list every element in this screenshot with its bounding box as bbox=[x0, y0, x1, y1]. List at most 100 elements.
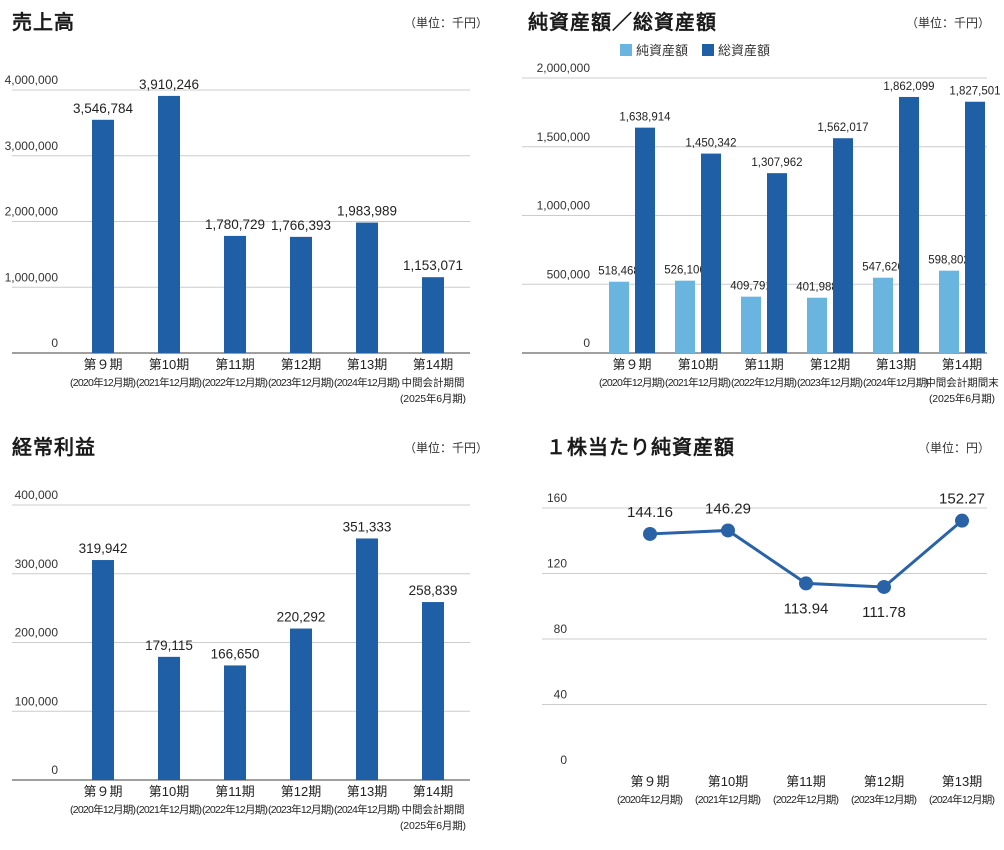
y-tick-label: 100,000 bbox=[15, 694, 59, 708]
total-assets-bar bbox=[965, 101, 985, 353]
y-tick-label: 120 bbox=[547, 557, 567, 571]
net-assets-bar bbox=[807, 297, 827, 353]
data-label: 220,292 bbox=[277, 610, 326, 625]
data-label: 351,333 bbox=[343, 519, 392, 534]
x-sub-label: (2022年12月期) bbox=[202, 803, 268, 816]
data-point bbox=[643, 526, 657, 541]
x-category-label: 第11期 bbox=[744, 357, 784, 372]
y-tick-label: 0 bbox=[51, 763, 58, 777]
net-assets-bar bbox=[939, 270, 959, 353]
x-sub-label: (2024年12月期) bbox=[334, 376, 400, 389]
data-label: 1,766,393 bbox=[271, 218, 331, 233]
y-tick-label: 0 bbox=[583, 336, 590, 350]
assets-bar-chart: 0 500,000 1,000,000 1,500,000 2,000,000 第９期 (2… bbox=[522, 61, 1001, 405]
x-sub-label: (2024年12月期) bbox=[929, 793, 995, 806]
unit-label: （単位：円） bbox=[917, 441, 990, 455]
x-category-label: 第12期 bbox=[810, 357, 850, 372]
data-point bbox=[955, 513, 969, 528]
bar bbox=[422, 602, 444, 780]
sales-chart-panel: 売上高 （単位：千円） 0 1,000,000 2,000,000 3,000,000… bbox=[0, 0, 502, 425]
legend-swatch bbox=[702, 43, 715, 56]
x-category-label: 第14期 bbox=[413, 784, 453, 799]
data-label: 409,791 bbox=[730, 281, 772, 293]
x-sub-label: (2024年12月期) bbox=[334, 803, 400, 816]
sales-bar-chart: 0 1,000,000 2,000,000 3,000,000 4,000,000 第９期… bbox=[5, 73, 470, 405]
x-category-label: 第14期 bbox=[413, 357, 453, 372]
x-category-label: 第13期 bbox=[942, 774, 982, 789]
y-tick-label: 80 bbox=[554, 622, 568, 636]
x-category-label: 第12期 bbox=[281, 784, 321, 799]
legend-swatch bbox=[620, 43, 632, 56]
total-assets-bar bbox=[635, 127, 655, 353]
x-sub-label: (2024年12月期) bbox=[863, 376, 929, 389]
data-label: 3,910,246 bbox=[139, 77, 199, 92]
data-label: 1,983,989 bbox=[337, 204, 397, 219]
y-tick-label: 3,000,000 bbox=[5, 139, 59, 153]
y-tick-label: 2,000,000 bbox=[5, 205, 59, 219]
net-assets-bar bbox=[675, 280, 695, 353]
legend-item-total-assets: 総資産額 bbox=[702, 40, 770, 59]
x-sub-label: (2021年12月期) bbox=[695, 793, 761, 806]
y-tick-label: 0 bbox=[51, 336, 58, 350]
data-label: 111.78 bbox=[862, 604, 906, 621]
x-sub-label: (2023年12月期) bbox=[797, 376, 863, 389]
x-category-label: 第10期 bbox=[149, 357, 189, 372]
x-sub-label: (2022年12月期) bbox=[731, 376, 797, 389]
bar bbox=[290, 236, 312, 353]
data-label: 1,307,962 bbox=[751, 157, 802, 169]
x-sub-label: 中間会計期間 bbox=[402, 376, 465, 389]
x-sub-label: (2022年12月期) bbox=[202, 376, 268, 389]
x-category-label: 第９期 bbox=[83, 357, 122, 372]
data-label: 146.29 bbox=[705, 500, 751, 517]
x-sub-label: (2020年12月期) bbox=[599, 376, 665, 389]
data-label: 1,562,017 bbox=[817, 122, 868, 134]
bar bbox=[158, 95, 180, 353]
bar bbox=[290, 628, 312, 780]
unit-label: （単位：千円） bbox=[403, 16, 488, 30]
legend: 純資産額 総資産額 bbox=[620, 40, 770, 59]
data-label: 1,450,342 bbox=[685, 138, 736, 150]
chart-title: 純資産額／総資産額 bbox=[528, 10, 717, 34]
x-category-label: 第10期 bbox=[149, 784, 189, 799]
data-label: 144.16 bbox=[627, 504, 673, 521]
data-point bbox=[721, 523, 735, 538]
data-label: 113.94 bbox=[784, 600, 829, 617]
data-label: 1,153,071 bbox=[403, 258, 463, 273]
data-label: 319,942 bbox=[79, 541, 128, 556]
x-sub-label: (2022年12月期) bbox=[773, 793, 839, 806]
x-sub-label: (2023年12月期) bbox=[268, 803, 334, 816]
data-label: 179,115 bbox=[145, 638, 193, 653]
bar bbox=[92, 119, 114, 353]
x-sub-label: (2025年6月期) bbox=[929, 392, 995, 405]
x-category-label: 第12期 bbox=[864, 774, 904, 789]
bar bbox=[158, 656, 180, 780]
x-sub-label: (2020年12月期) bbox=[70, 803, 136, 816]
bar bbox=[92, 560, 114, 780]
y-tick-label: 300,000 bbox=[15, 557, 59, 571]
data-label: 1,827,501 bbox=[949, 86, 1000, 98]
x-category-label: 第11期 bbox=[215, 357, 255, 372]
legend-label: 純資産額 bbox=[636, 44, 689, 59]
bar bbox=[356, 538, 378, 780]
x-sub-label: (2025年6月期) bbox=[400, 819, 466, 832]
bar bbox=[224, 665, 246, 780]
x-category-label: 第９期 bbox=[612, 357, 651, 372]
total-assets-bar bbox=[833, 138, 853, 353]
x-category-label: 第13期 bbox=[347, 784, 387, 799]
chart-title: 経常利益 bbox=[12, 435, 96, 459]
data-label: 1,638,914 bbox=[619, 112, 671, 124]
bps-line-chart: 0 40 80 120 160 第９期 (2020年12月期) 第10期 (2021年12月期)… bbox=[542, 491, 995, 806]
data-label: 3,546,784 bbox=[73, 101, 134, 116]
x-category-label: 第９期 bbox=[630, 774, 669, 789]
x-category-label: 第14期 bbox=[942, 357, 982, 372]
total-assets-bar bbox=[701, 153, 721, 353]
y-tick-label: 1,500,000 bbox=[537, 130, 591, 144]
x-sub-label: (2025年6月期) bbox=[400, 392, 466, 405]
data-label: 166,650 bbox=[211, 646, 260, 661]
assets-chart-panel: 純資産額／総資産額 （単位：千円） 純資産額 総資産額 0 500,000 1,00… bbox=[502, 0, 1004, 425]
net-assets-bar bbox=[873, 277, 893, 353]
unit-label: （単位：千円） bbox=[403, 441, 488, 455]
ordinary-income-bar-chart: 0 100,000 200,000 300,000 400,000 第９期 (2020年12… bbox=[12, 488, 470, 832]
data-label: 258,839 bbox=[409, 583, 458, 598]
y-tick-label: 0 bbox=[560, 753, 567, 767]
